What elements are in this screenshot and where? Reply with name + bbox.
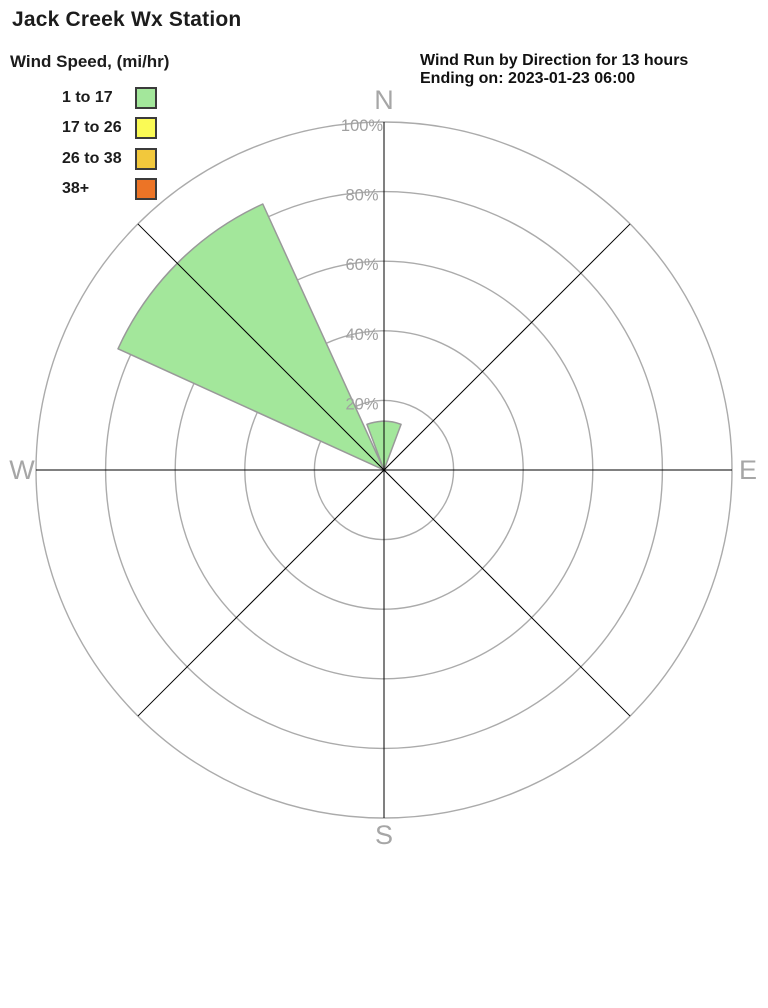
radial-tick-label: 80% bbox=[345, 187, 378, 205]
chart-subtitle: Wind Run by Direction for 13 hours Endin… bbox=[420, 52, 688, 88]
compass-label-n: N bbox=[374, 85, 394, 115]
chart-subtitle-line2: Ending on: 2023-01-23 06:00 bbox=[420, 70, 636, 87]
legend-item: 38+ bbox=[62, 178, 202, 200]
page-title: Jack Creek Wx Station bbox=[12, 8, 242, 31]
legend-item-label: 1 to 17 bbox=[62, 88, 113, 106]
legend-item: 26 to 38 bbox=[62, 147, 202, 170]
legend-color-swatch bbox=[135, 178, 157, 200]
compass-label-e: E bbox=[739, 455, 757, 485]
radial-tick-label: 40% bbox=[345, 326, 378, 344]
chart-subtitle-line1: Wind Run by Direction for 13 hours bbox=[420, 52, 689, 69]
legend-color-swatch bbox=[135, 117, 157, 139]
legend-title: Wind Speed, (mi/hr) bbox=[10, 52, 170, 71]
wind-speed-legend: 1 to 17 17 to 26 26 to 38 38+ bbox=[62, 86, 202, 209]
radial-tick-label: 100% bbox=[341, 117, 384, 135]
compass-label-s: S bbox=[375, 820, 393, 850]
legend-color-swatch bbox=[135, 86, 157, 109]
radial-tick-label: 20% bbox=[345, 395, 378, 413]
legend-item-label: 38+ bbox=[62, 180, 90, 197]
legend-item-label: 17 to 26 bbox=[62, 119, 122, 136]
legend-item-label: 26 to 38 bbox=[62, 149, 122, 167]
axis-spoke bbox=[137, 223, 631, 717]
compass-label-w: W bbox=[9, 455, 35, 485]
legend-item: 1 to 17 bbox=[62, 86, 202, 109]
legend-item: 17 to 26 bbox=[62, 117, 202, 139]
legend-color-swatch bbox=[135, 147, 157, 170]
radial-tick-label: 60% bbox=[345, 256, 378, 274]
